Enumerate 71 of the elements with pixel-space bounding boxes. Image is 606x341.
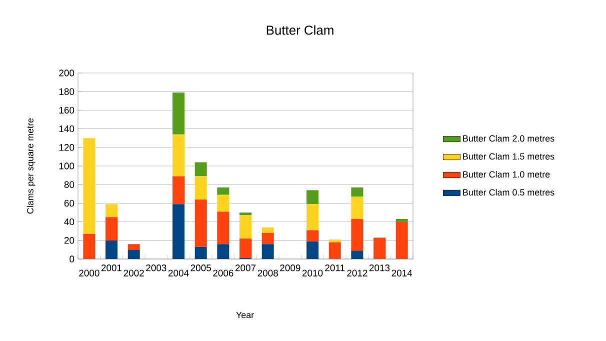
bar xyxy=(351,250,364,259)
bar xyxy=(194,199,207,247)
x-tick-label: 2011 xyxy=(325,264,345,272)
y-tick-label: 180 xyxy=(59,88,74,95)
bar xyxy=(194,162,207,176)
bar xyxy=(306,190,319,204)
bar xyxy=(374,238,386,259)
y-tick-label: 80 xyxy=(64,181,74,188)
x-tick-label: 2004 xyxy=(168,270,189,276)
x-tick-label: 2007 xyxy=(235,264,256,272)
bar xyxy=(240,212,252,216)
bar xyxy=(306,241,319,259)
y-tick-label: 120 xyxy=(59,144,74,151)
bar xyxy=(306,204,319,230)
bar xyxy=(351,196,364,220)
bar xyxy=(217,187,230,195)
bar xyxy=(328,242,341,259)
bar xyxy=(351,187,364,197)
chart-title: Butter Clam xyxy=(266,25,334,35)
x-tick-label: 2002 xyxy=(124,270,144,276)
bar xyxy=(106,217,118,240)
x-tick-label: 2012 xyxy=(347,270,368,276)
x-tick-label: 2014 xyxy=(392,270,412,276)
y-tick-label: 160 xyxy=(59,106,74,114)
bar xyxy=(128,250,140,259)
y-tick-label: 140 xyxy=(59,125,74,132)
legend-label: Butter Clam 1.0 metre xyxy=(463,170,550,178)
y-tick-label: 40 xyxy=(64,218,74,226)
bar xyxy=(194,246,207,259)
bar xyxy=(217,212,230,244)
bar xyxy=(217,244,230,259)
x-tick-label: 2008 xyxy=(258,270,278,276)
x-axis-title: Year xyxy=(236,312,254,318)
x-tick-label: 2001 xyxy=(101,264,122,272)
bar xyxy=(172,204,185,259)
bar xyxy=(262,244,274,259)
y-tick-label: 100 xyxy=(59,162,74,170)
bar xyxy=(172,92,185,134)
bar xyxy=(106,204,118,218)
legend-label: Butter Clam 0.5 metres xyxy=(463,188,554,196)
x-tick-label: 2003 xyxy=(146,264,166,272)
bar xyxy=(83,138,96,234)
bar xyxy=(217,194,230,212)
y-tick-label: 20 xyxy=(64,237,74,244)
x-tick-label: 2006 xyxy=(213,270,234,276)
y-tick-label: 60 xyxy=(64,200,74,207)
legend-label: Butter Clam 2.0 metres xyxy=(463,135,554,142)
x-tick-label: 2005 xyxy=(190,264,211,272)
bar xyxy=(194,176,207,200)
bar xyxy=(172,134,185,176)
bar xyxy=(396,219,408,222)
bar xyxy=(351,219,364,251)
bar xyxy=(396,222,408,259)
bar xyxy=(262,227,274,233)
y-tick-label: 0 xyxy=(70,256,74,262)
bar xyxy=(172,176,185,204)
bar xyxy=(240,238,252,258)
bar xyxy=(83,234,96,259)
bar xyxy=(106,240,118,259)
bar xyxy=(262,232,274,244)
bar xyxy=(328,239,341,242)
legend-label: Butter Clam 1.5 metres xyxy=(463,153,554,160)
bar xyxy=(240,215,252,239)
x-tick-label: 2013 xyxy=(369,264,390,272)
bar xyxy=(306,230,319,242)
x-tick-label: 2000 xyxy=(79,270,100,276)
y-tick-label: 200 xyxy=(59,70,74,76)
x-tick-label: 2009 xyxy=(280,264,300,272)
x-tick-label: 2010 xyxy=(302,270,323,276)
y-axis-title: Clams per square metre xyxy=(26,118,36,214)
bar xyxy=(128,244,140,250)
